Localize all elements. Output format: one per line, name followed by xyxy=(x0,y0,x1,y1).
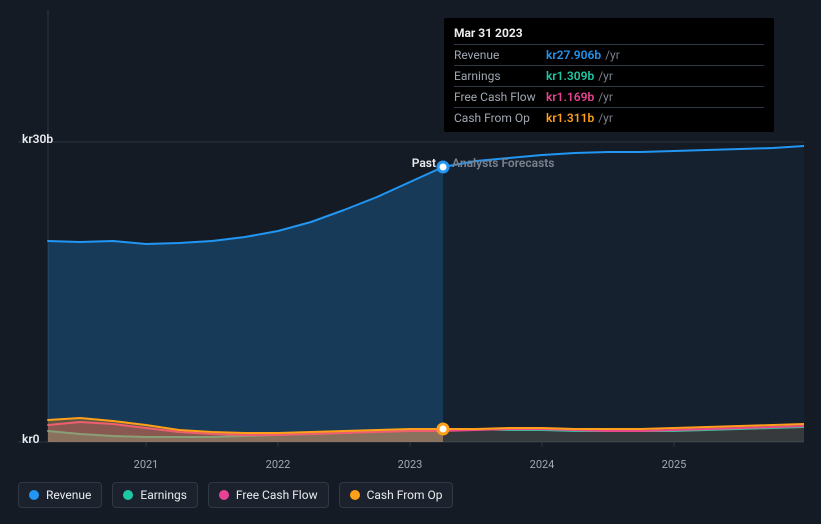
tooltip-row: Earningskr1.309b/yr xyxy=(454,65,764,86)
tooltip-row-label: Earnings xyxy=(454,69,546,83)
legend-item-cash_from_op[interactable]: Cash From Op xyxy=(339,482,454,508)
chart-legend: Revenue Earnings Free Cash Flow Cash From O… xyxy=(18,482,453,508)
chart-tooltip: Mar 31 2023 Revenuekr27.906b/yrEarningsk… xyxy=(444,18,774,132)
legend-item-earnings[interactable]: Earnings xyxy=(112,482,198,508)
y-axis-label: kr30b xyxy=(22,132,53,146)
tooltip-row-value: kr1.311b xyxy=(546,111,594,125)
x-axis-label: 2022 xyxy=(266,458,291,471)
tooltip-row-label: Revenue xyxy=(454,48,546,62)
tooltip-row: Cash From Opkr1.311b/yr xyxy=(454,107,764,128)
legend-swatch xyxy=(123,490,133,500)
tooltip-row: Revenuekr27.906b/yr xyxy=(454,44,764,65)
tooltip-row-suffix: /yr xyxy=(605,48,620,62)
x-axis-label: 2021 xyxy=(134,458,159,471)
tooltip-row-label: Cash From Op xyxy=(454,111,546,125)
legend-item-label: Free Cash Flow xyxy=(236,488,318,502)
legend-item-label: Revenue xyxy=(46,488,91,502)
tooltip-row-suffix: /yr xyxy=(598,69,613,83)
chart-past-label: Past xyxy=(412,156,436,170)
legend-item-label: Cash From Op xyxy=(367,488,443,502)
legend-swatch xyxy=(29,490,39,500)
chart-forecast-label: Analysts Forecasts xyxy=(452,156,554,170)
legend-swatch xyxy=(350,490,360,500)
tooltip-row-suffix: /yr xyxy=(598,90,613,104)
legend-item-label: Earnings xyxy=(140,488,187,502)
x-axis-label: 2023 xyxy=(398,458,423,471)
legend-item-fcf[interactable]: Free Cash Flow xyxy=(208,482,329,508)
x-axis-label: 2025 xyxy=(662,458,687,471)
tooltip-row-value: kr27.906b xyxy=(546,48,601,62)
tooltip-date: Mar 31 2023 xyxy=(454,24,764,44)
tooltip-row-suffix: /yr xyxy=(598,111,613,125)
legend-item-revenue[interactable]: Revenue xyxy=(18,482,102,508)
tooltip-row: Free Cash Flowkr1.169b/yr xyxy=(454,86,764,107)
tooltip-row-label: Free Cash Flow xyxy=(454,90,546,104)
y-axis-label: kr0 xyxy=(22,432,40,446)
legend-swatch xyxy=(219,490,229,500)
x-axis-label: 2024 xyxy=(530,458,555,471)
tooltip-row-value: kr1.309b xyxy=(546,69,594,83)
tooltip-row-value: kr1.169b xyxy=(546,90,594,104)
